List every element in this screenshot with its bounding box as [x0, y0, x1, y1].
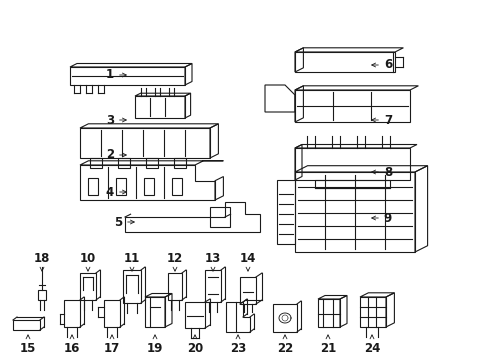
Text: 21: 21 — [319, 335, 335, 355]
Text: 3: 3 — [106, 113, 126, 126]
Text: 23: 23 — [229, 335, 245, 355]
Text: 5: 5 — [114, 216, 134, 229]
Text: 18: 18 — [34, 252, 50, 271]
Text: 19: 19 — [146, 335, 163, 355]
Text: 12: 12 — [166, 252, 183, 271]
Text: 16: 16 — [63, 335, 80, 355]
Text: 24: 24 — [363, 335, 379, 355]
Text: 11: 11 — [123, 252, 140, 271]
Text: 15: 15 — [20, 335, 36, 355]
Text: 10: 10 — [80, 252, 96, 271]
Text: 9: 9 — [371, 211, 391, 225]
Text: 2: 2 — [106, 148, 126, 162]
Text: 7: 7 — [371, 113, 391, 126]
Text: 13: 13 — [204, 252, 221, 271]
Text: 20: 20 — [186, 335, 203, 355]
Text: 1: 1 — [106, 68, 126, 81]
Text: 4: 4 — [106, 185, 126, 198]
Text: 6: 6 — [371, 58, 391, 72]
Text: 17: 17 — [103, 335, 120, 355]
Text: 14: 14 — [239, 252, 256, 271]
Text: 8: 8 — [371, 166, 391, 179]
Text: 22: 22 — [276, 335, 292, 355]
